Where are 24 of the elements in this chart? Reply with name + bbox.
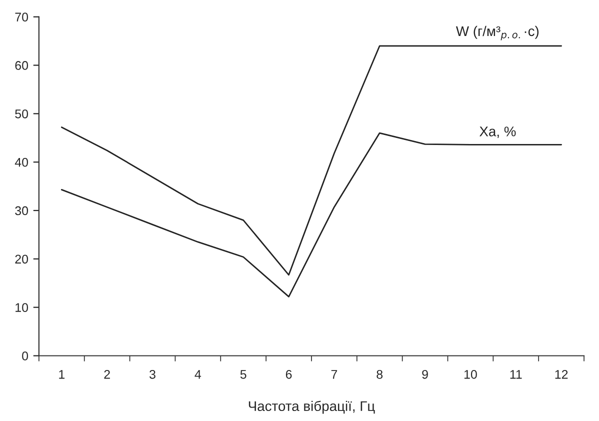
x-tick-label: 7 xyxy=(331,370,338,379)
x-tick-label: 8 xyxy=(376,370,383,379)
x-tick-label: 1 xyxy=(59,370,65,379)
y-tick-label: 20 xyxy=(15,254,28,264)
x-tick-label: 4 xyxy=(194,370,202,379)
x-tick-label: 9 xyxy=(422,370,428,379)
y-tick-label: 10 xyxy=(16,303,28,312)
line-series xyxy=(60,45,562,276)
y-tick-label: 30 xyxy=(15,206,28,216)
x-tick-label: 10 xyxy=(464,370,477,379)
x-axis-title: Частота вібрації, Гц xyxy=(248,400,375,414)
x-tick-label: 3 xyxy=(149,370,156,379)
y-tick-label: 70 xyxy=(15,12,28,22)
x-tick-label: 12 xyxy=(555,370,568,379)
x-tick-label: 6 xyxy=(286,370,292,379)
series-label: W (г/м³$_{р.о.}$·с) xyxy=(456,26,539,40)
x-tick-label: 11 xyxy=(510,370,522,379)
x-tick-label: 2 xyxy=(104,370,110,379)
x-tick-label: 5 xyxy=(240,370,246,379)
y-tick-label: 50 xyxy=(15,109,28,118)
y-tick-label: 0 xyxy=(22,352,28,360)
y-tick-label: 40 xyxy=(14,158,28,167)
series-label: Xa, % xyxy=(480,126,516,138)
y-tick-label: 60 xyxy=(15,61,28,70)
